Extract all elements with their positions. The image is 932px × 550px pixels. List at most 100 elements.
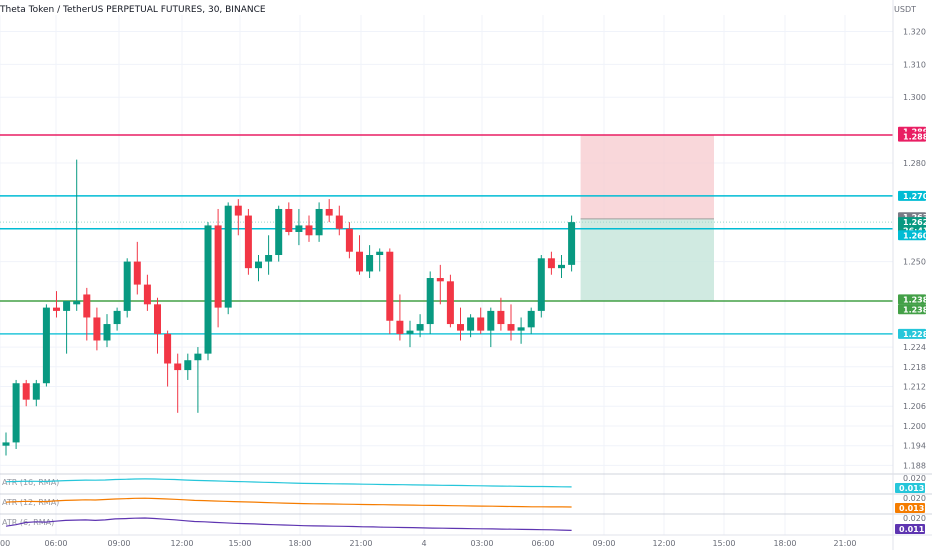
tag-1288: 1.288 <box>898 131 929 142</box>
candle-body <box>305 225 313 236</box>
tag-text: 1.270 <box>903 192 929 201</box>
candle-body <box>345 228 353 252</box>
price-tick: 1.200 <box>903 422 926 431</box>
candle-body <box>325 208 333 216</box>
candle-body <box>487 310 495 331</box>
price-tick: 1.280 <box>903 159 926 168</box>
candle-body <box>517 327 525 331</box>
tag-bg <box>898 230 926 241</box>
time-tick: 09:00 <box>107 539 130 548</box>
long-position-tool[interactable] <box>0 135 893 302</box>
time-tick: 4 <box>421 539 426 548</box>
tag-text: 1.238 <box>903 305 929 314</box>
chart-title: Theta Token / TetherUS PERPETUAL FUTURES… <box>0 5 266 15</box>
atr-12-label: ATR (12, RMA) <box>2 498 59 507</box>
candle-body <box>22 383 30 400</box>
time-tick: 12:00 <box>652 539 675 548</box>
candle-body <box>42 307 50 384</box>
tag-text: 1.260 <box>903 231 929 240</box>
time-axis[interactable]: 00 06:00 09:00 12:00 15:00 18:00 21:00 4 03:00 06… <box>0 534 932 548</box>
time-tick: 18:00 <box>288 539 311 548</box>
price-tick: 1.206 <box>903 402 926 411</box>
tag-text: 1.238 <box>903 295 929 304</box>
time-tick: 09:00 <box>592 539 615 548</box>
stop-loss-zone <box>580 135 714 219</box>
price-tick: 1.218 <box>903 363 926 372</box>
atr-12-line <box>5 497 572 508</box>
tag-bg <box>898 190 926 201</box>
atr-16-label: ATR (16, RMA) <box>2 478 59 487</box>
tag-1238b: 1.238 <box>898 304 929 315</box>
horizontal-lines[interactable] <box>0 134 893 335</box>
time-tick: 21:00 <box>833 539 856 548</box>
time-tick: 15:00 <box>712 539 735 548</box>
candlestick-series <box>2 159 576 456</box>
tag-text: 0.011 <box>899 525 925 534</box>
candle-body <box>93 317 101 341</box>
candle-body <box>366 255 374 272</box>
atr-6-scale: 0.020 <box>903 514 926 523</box>
atr-16-value-tag: 0.013 <box>895 483 925 493</box>
candle-body <box>244 215 252 269</box>
candle-body <box>275 208 283 256</box>
candle-body <box>73 301 81 305</box>
time-tick: 15:00 <box>228 539 251 548</box>
candle-body <box>194 353 202 361</box>
tag-text: 1.262 <box>903 218 928 227</box>
candle-body <box>416 324 424 331</box>
candle-body <box>467 317 475 331</box>
candle-body <box>234 205 242 216</box>
atr-6-value-tag: 0.011 <box>895 524 925 534</box>
candle-body <box>558 264 565 269</box>
candle-body <box>103 324 111 341</box>
tag-bg <box>895 503 925 513</box>
candle-body <box>426 278 434 325</box>
candle-body <box>143 284 151 305</box>
candle-body <box>386 251 394 321</box>
candle-body <box>224 205 232 308</box>
tag-bg <box>898 328 926 339</box>
candle-body <box>133 261 141 285</box>
candle-body <box>32 383 40 400</box>
atr-6-line <box>5 517 572 531</box>
candle-body <box>568 222 576 265</box>
candle-body <box>2 442 10 446</box>
price-tick: 1.212 <box>903 383 926 392</box>
candle-body <box>255 261 262 269</box>
currency-label: USDT <box>894 5 916 14</box>
atr-16-line <box>5 478 572 488</box>
atr-12-value-tag: 0.013 <box>895 503 925 513</box>
candle-body <box>285 208 293 232</box>
price-tick: 1.194 <box>903 442 926 451</box>
price-tick: 1.188 <box>903 461 926 470</box>
candle-body <box>436 278 444 282</box>
tag-bg <box>898 304 926 315</box>
candle-body <box>295 225 303 232</box>
candle-body <box>446 281 454 325</box>
candle-body <box>63 301 71 311</box>
candle-body <box>335 215 343 229</box>
candle-body <box>204 225 212 354</box>
price-tick: 1.320 <box>903 27 926 36</box>
tag-text: 0.013 <box>899 484 924 493</box>
time-tick: 12:00 <box>170 539 193 548</box>
price-axis[interactable]: 1.320 1.310 1.300 1.280 1.250 1.224 1.218 1.212… <box>892 0 926 550</box>
candle-body <box>406 330 414 334</box>
price-tick: 1.224 <box>903 343 926 352</box>
atr-12-scale: 0.020 <box>903 494 926 503</box>
tag-text: 1.228 <box>903 330 929 339</box>
price-tick: 1.300 <box>903 93 926 102</box>
candle-body <box>356 251 363 272</box>
time-tick: 21:00 <box>349 539 372 548</box>
price-tick: 1.310 <box>903 60 926 69</box>
price-tick: 1.250 <box>903 258 926 267</box>
candle-body <box>123 261 131 311</box>
candle-body <box>376 251 384 256</box>
time-tick: 18:00 <box>773 539 796 548</box>
chart-grid <box>0 15 893 535</box>
candle-body <box>12 383 20 443</box>
price-tags: 1.2891.2881.2701.2631.26226:411.2601.238… <box>898 126 929 339</box>
candle-body <box>527 310 535 328</box>
candle-body <box>497 310 505 325</box>
